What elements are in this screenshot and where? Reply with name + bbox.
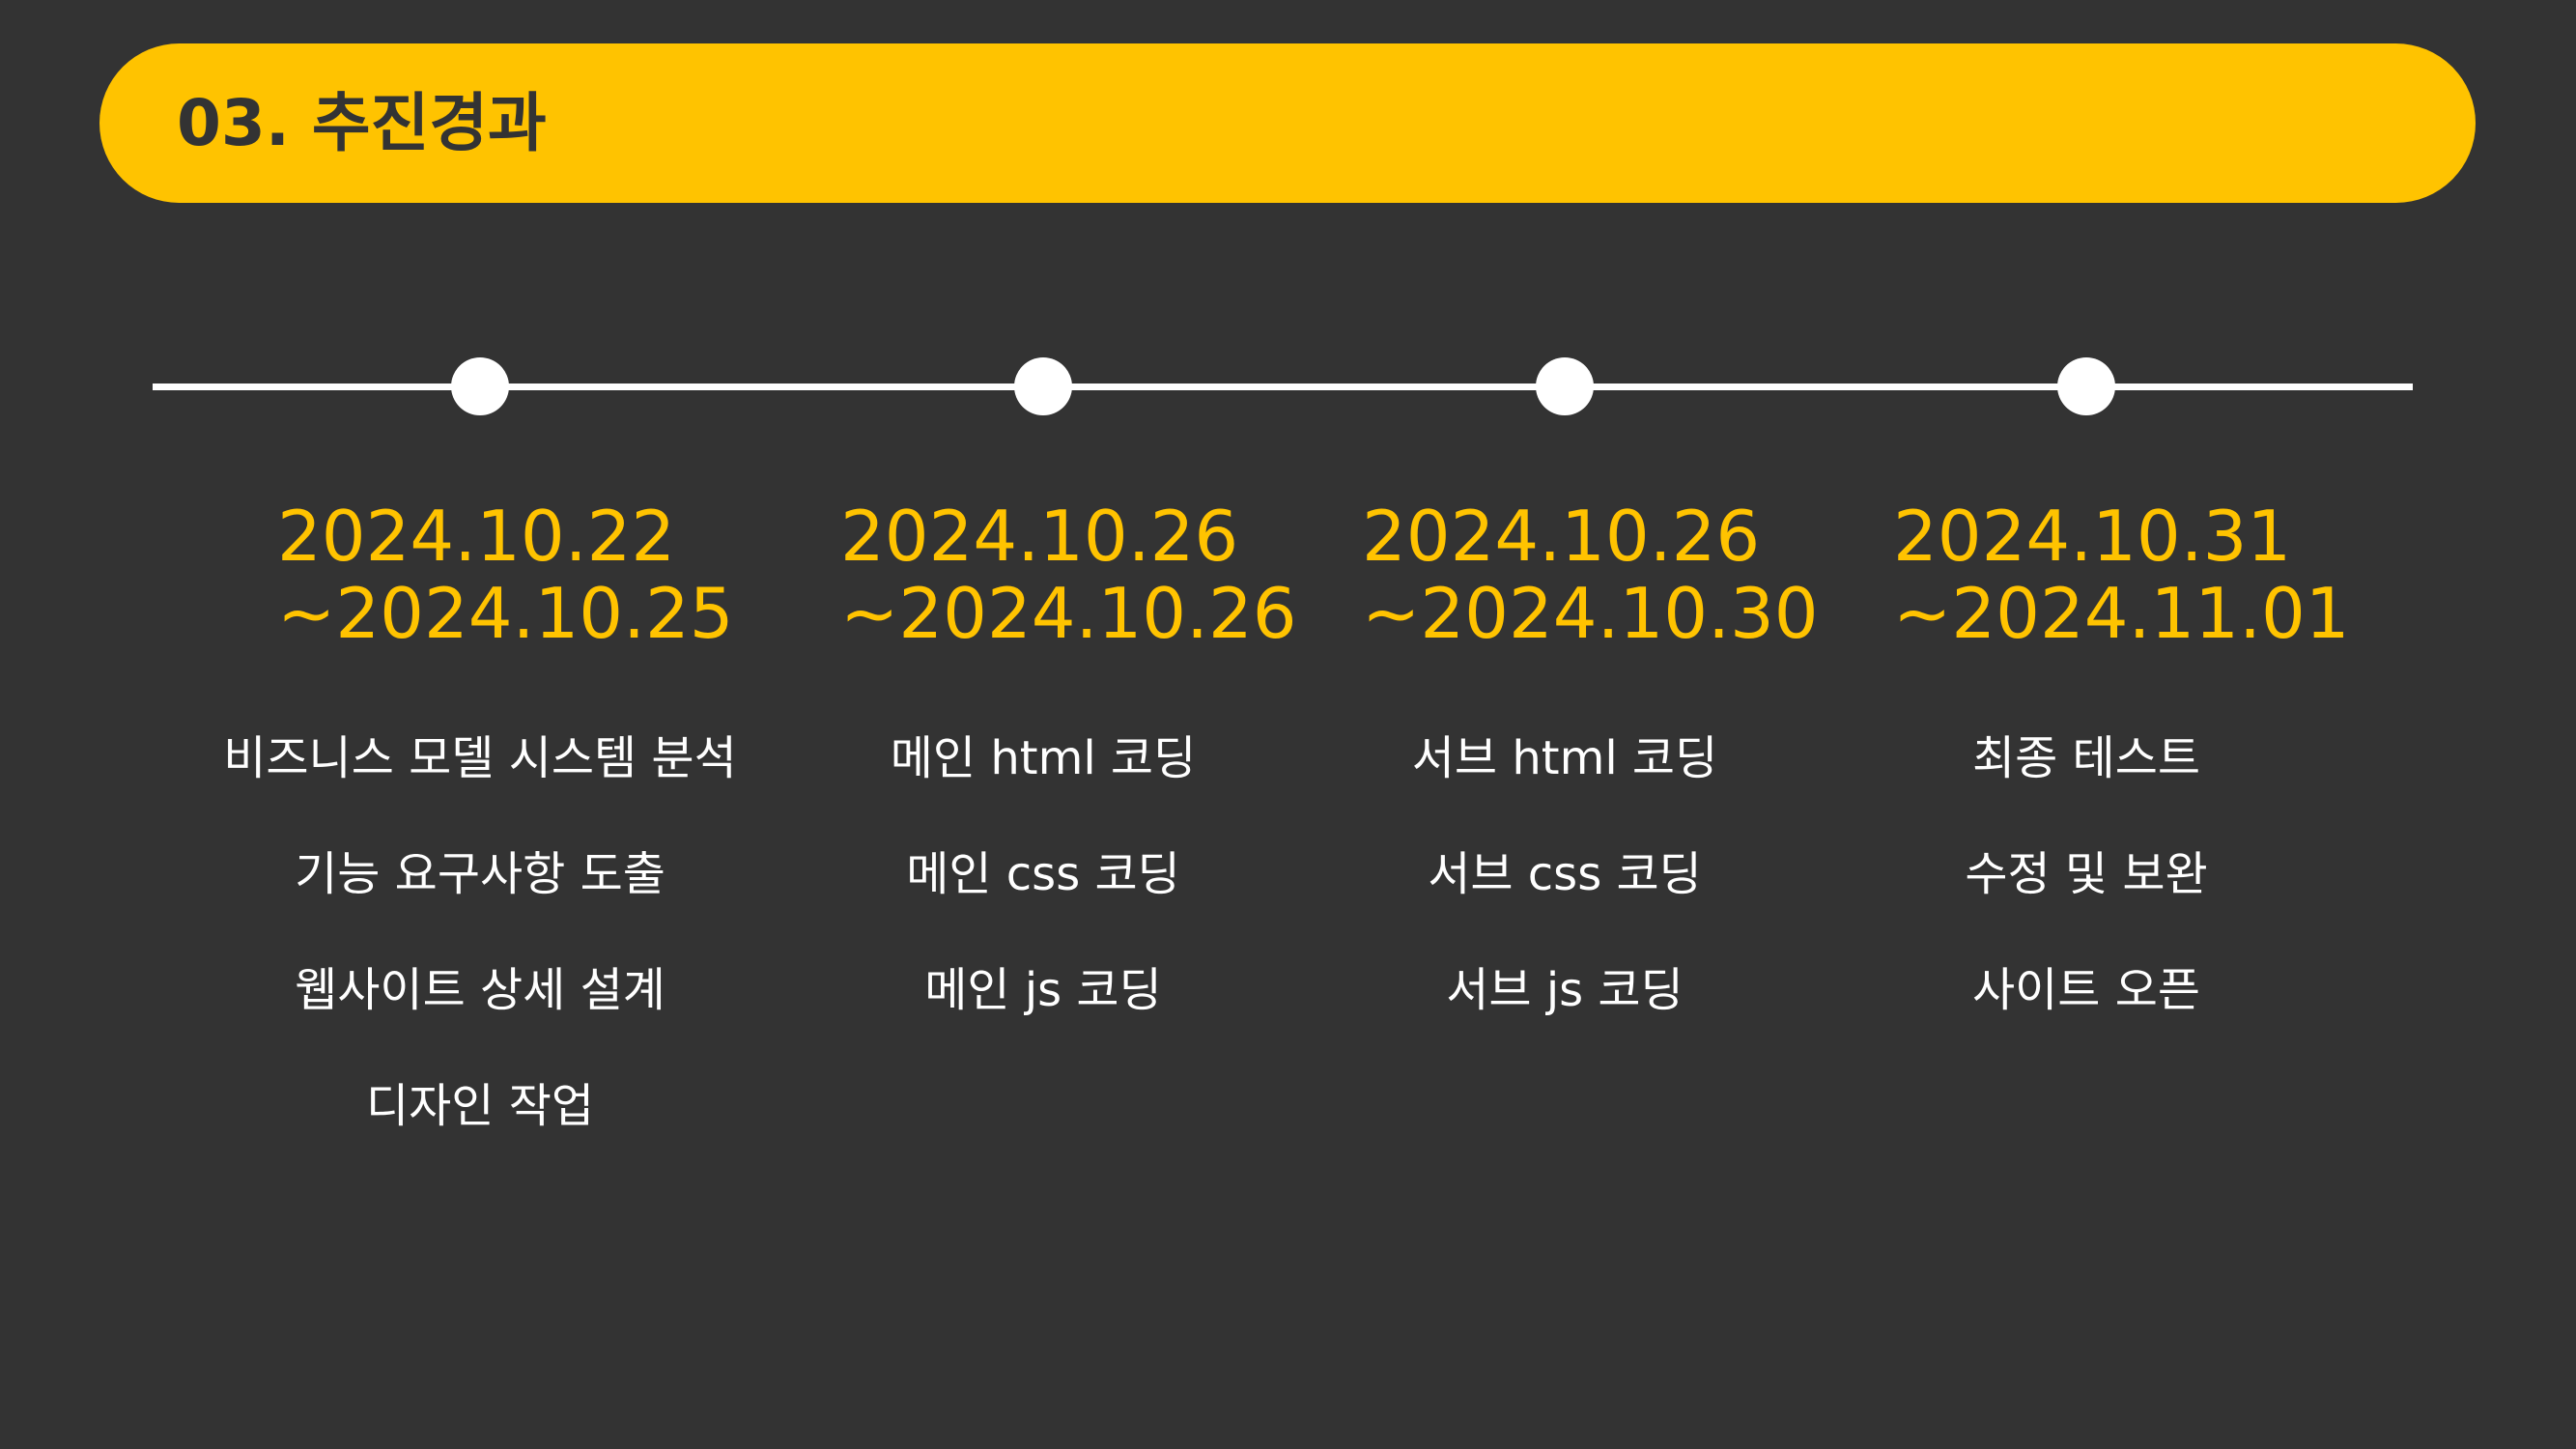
phase-3-task-2: 서브 css 코딩 bbox=[1428, 847, 1702, 901]
phase-1-task-4: 디자인 작업 bbox=[365, 1079, 595, 1133]
phase-2-task-1: 메인 html 코딩 bbox=[890, 731, 1197, 785]
phase-4-date-start: 2024.10.31 bbox=[1893, 496, 2292, 577]
timeline-dot-2 bbox=[1014, 357, 1072, 415]
phase-4-task-3: 사이트 오픈 bbox=[1971, 963, 2201, 1017]
phase-2-dates: 2024.10.26 ~2024.10.26 bbox=[840, 497, 1297, 652]
phase-4-task-1: 최종 테스트 bbox=[1971, 731, 2201, 785]
phase-1-task-2: 기능 요구사항 도출 bbox=[295, 847, 665, 901]
phase-4-date-end: ~2024.11.01 bbox=[1893, 573, 2350, 654]
phase-3-task-3: 서브 js 코딩 bbox=[1446, 963, 1684, 1017]
timeline-line bbox=[153, 384, 2413, 390]
header-bar: 03. 추진경과 bbox=[99, 43, 2476, 203]
phase-2-date-end: ~2024.10.26 bbox=[840, 573, 1297, 654]
phase-4-dates: 2024.10.31 ~2024.11.01 bbox=[1893, 497, 2350, 652]
phase-1-date-end: ~2024.10.25 bbox=[277, 573, 734, 654]
timeline-dot-1 bbox=[451, 357, 509, 415]
timeline-dot-4 bbox=[2057, 357, 2115, 415]
phase-2-task-3: 메인 js 코딩 bbox=[924, 963, 1162, 1017]
phase-3-date-start: 2024.10.26 bbox=[1362, 496, 1761, 577]
phase-1-dates: 2024.10.22 ~2024.10.25 bbox=[277, 497, 734, 652]
phase-4-task-2: 수정 및 보완 bbox=[1965, 847, 2208, 901]
phase-3-date-end: ~2024.10.30 bbox=[1362, 573, 1819, 654]
phase-2-task-2: 메인 css 코딩 bbox=[906, 847, 1180, 901]
page-title: 03. 추진경과 bbox=[177, 86, 547, 160]
phase-1-task-1: 비즈니스 모델 시스템 분석 bbox=[223, 731, 737, 785]
phase-1-date-start: 2024.10.22 bbox=[277, 496, 676, 577]
timeline-dot-3 bbox=[1536, 357, 1594, 415]
phase-1-task-3: 웹사이트 상세 설계 bbox=[295, 963, 665, 1017]
phase-3-task-1: 서브 html 코딩 bbox=[1411, 731, 1718, 785]
phase-3-dates: 2024.10.26 ~2024.10.30 bbox=[1362, 497, 1819, 652]
phase-2-date-start: 2024.10.26 bbox=[840, 496, 1239, 577]
